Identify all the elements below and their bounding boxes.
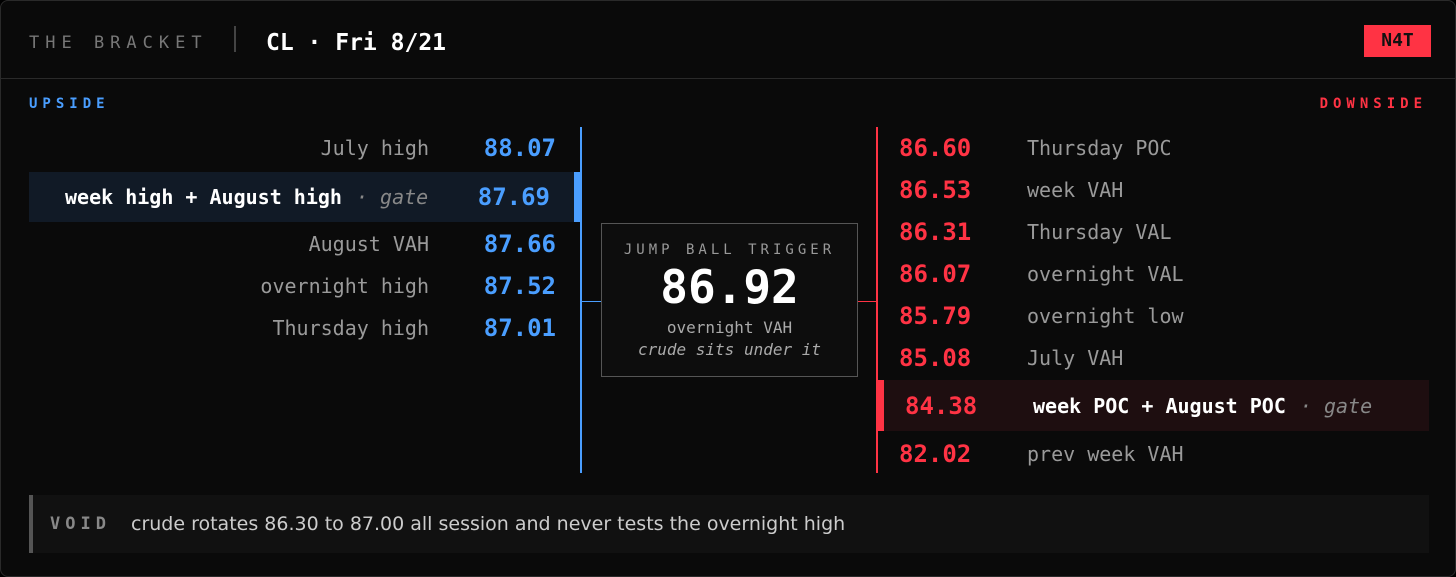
level-label: Thursday high [272, 316, 429, 340]
connector [581, 301, 601, 302]
divider [1, 78, 1455, 79]
level-label: Thursday VAL [1027, 220, 1172, 244]
level-price: 87.01 [483, 314, 556, 342]
level-price: 87.66 [483, 230, 556, 258]
level-price: 86.60 [899, 134, 972, 162]
level-note: · gate [1299, 394, 1373, 418]
brand: THE BRACKET [29, 33, 208, 53]
trigger-box: JUMP BALL TRIGGER 86.92 overnight VAH cr… [601, 223, 858, 377]
upside-rail [580, 127, 582, 473]
downside-rail [876, 127, 878, 473]
footer: VOID crude rotates 86.30 to 87.00 all se… [29, 495, 1429, 553]
level-label: prev week VAH [1027, 442, 1184, 466]
highlight-row [29, 172, 574, 222]
footer-text: crude rotates 86.30 to 87.00 all session… [131, 513, 846, 535]
level-note: · gate [355, 185, 429, 209]
highlight-row [877, 380, 1429, 431]
level-price: 86.07 [899, 260, 972, 288]
footer-label: VOID [50, 514, 111, 534]
badge: N4T [1364, 25, 1431, 57]
level-price: 87.69 [477, 183, 550, 211]
title: CL · Fri 8/21 [266, 30, 447, 56]
trigger-price: 86.92 [660, 260, 799, 314]
level-label: overnight high [260, 274, 429, 298]
trigger-level: overnight VAH [666, 318, 793, 337]
upside-label: UPSIDE [29, 96, 110, 112]
level-price: 86.31 [899, 218, 972, 246]
level-price: 86.53 [899, 176, 972, 204]
level-label: overnight VAL [1027, 262, 1184, 286]
level-label: week POC + August POC · gate [1033, 394, 1373, 418]
trigger-note: crude sits under it [637, 340, 822, 359]
downside-label: DOWNSIDE [1319, 96, 1427, 112]
level-price: 85.79 [899, 302, 972, 330]
level-price: 88.07 [483, 134, 556, 162]
level-label: Thursday POC [1027, 136, 1172, 160]
level-label: overnight low [1027, 304, 1184, 328]
highlight-bar [877, 380, 884, 431]
connector [858, 301, 877, 302]
level-label: week high + August high · gate [65, 185, 429, 209]
level-price: 85.08 [899, 344, 972, 372]
level-label: July VAH [1027, 346, 1124, 370]
level-label: July high [320, 136, 429, 160]
level-label: August VAH [308, 232, 429, 256]
level-price: 82.02 [899, 440, 972, 468]
trigger-label: JUMP BALL TRIGGER [623, 242, 836, 258]
level-label: week VAH [1027, 178, 1124, 202]
level-price: 87.52 [483, 272, 556, 300]
separator [234, 26, 236, 52]
level-price: 84.38 [905, 392, 978, 420]
highlight-bar [574, 172, 581, 222]
